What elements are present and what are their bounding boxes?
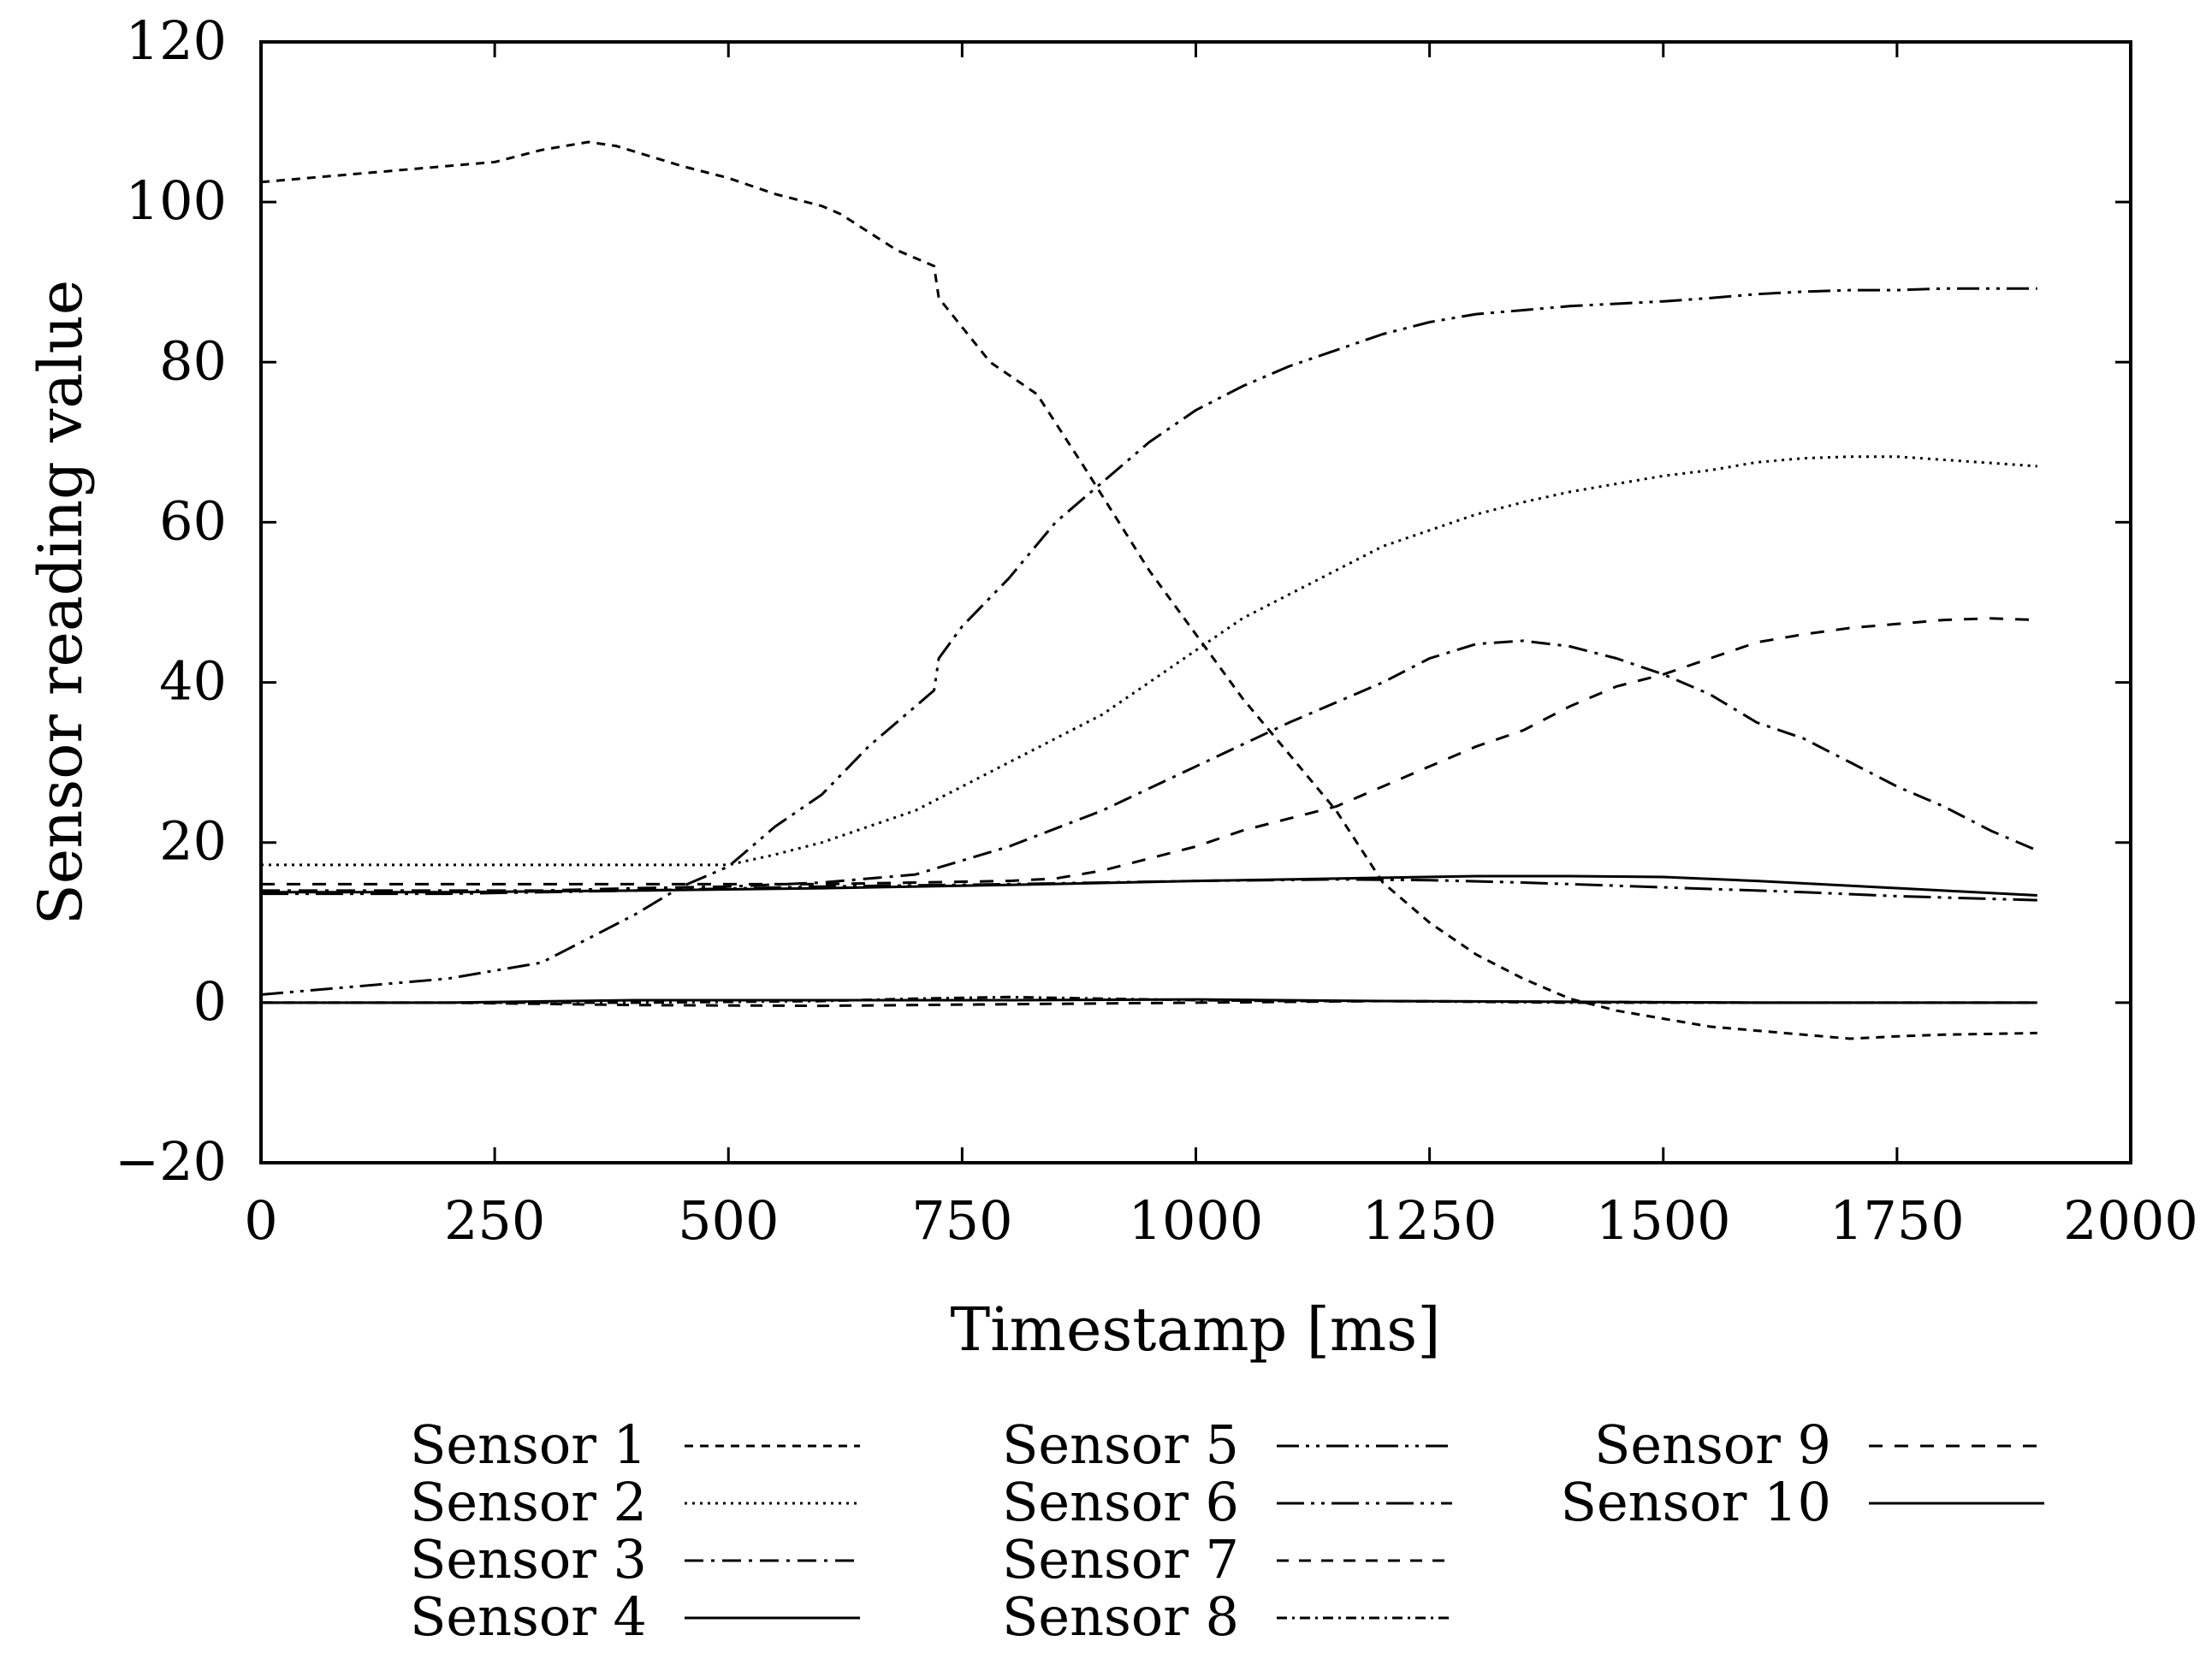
legend-label-sensor-5: Sensor 5: [1002, 1413, 1239, 1476]
series-line-sensor-8: [261, 995, 2037, 1004]
legend-label-sensor-8: Sensor 8: [1002, 1585, 1239, 1648]
plot-frame: [259, 40, 2132, 1164]
legend-label-sensor-2: Sensor 2: [410, 1471, 647, 1533]
y-tick-label: 20: [159, 810, 227, 873]
series-layer: [260, 140, 2038, 1040]
y-axis-title: Sensor reading value: [26, 280, 96, 925]
y-tick-label: 80: [159, 329, 227, 392]
x-tick-label: 750: [911, 1189, 1012, 1252]
tick-layer: 0 250 500 750 1000 1250 1500 1750 2000 −20 0 20 40 60…: [115, 9, 2198, 1252]
y-tick-label: 0: [193, 970, 227, 1033]
series-line-sensor-9: [261, 617, 2037, 886]
legend-label-sensor-4: Sensor 4: [410, 1585, 647, 1648]
legend-label-sensor-7: Sensor 7: [1002, 1528, 1239, 1591]
x-tick-label: 1750: [1829, 1189, 1965, 1252]
x-tick-label: 1000: [1129, 1189, 1264, 1252]
x-tick-label: 0: [244, 1189, 277, 1252]
legend-label-sensor-9: Sensor 9: [1594, 1413, 1831, 1476]
series-line-sensor-1: [260, 140, 2037, 1040]
series-line-sensor-2: [261, 455, 2037, 867]
series-line-sensor-3: [261, 639, 2038, 892]
series-line-sensor-5: [260, 287, 2037, 996]
x-tick-label: 1500: [1596, 1189, 1731, 1252]
legend-label-sensor-6: Sensor 6: [1002, 1471, 1239, 1533]
x-axis-title: Timestamp [ms]: [950, 1295, 1440, 1365]
legend-label-sensor-1: Sensor 1: [410, 1413, 647, 1476]
legend-label-sensor-10: Sensor 10: [1561, 1471, 1831, 1533]
y-tick-label: 60: [159, 489, 227, 552]
x-tick-label: 2000: [2063, 1189, 2198, 1252]
legend-label-sensor-3: Sensor 3: [410, 1528, 647, 1591]
y-tick-label: 100: [126, 169, 227, 232]
y-tick-label: −20: [115, 1130, 227, 1193]
x-tick-label: 250: [444, 1189, 545, 1252]
y-tick-label: 120: [126, 9, 227, 72]
y-tick-label: 40: [159, 650, 227, 713]
x-tick-label: 1250: [1362, 1189, 1497, 1252]
series-line-sensor-10: [261, 874, 2037, 897]
x-tick-label: 500: [678, 1189, 779, 1252]
